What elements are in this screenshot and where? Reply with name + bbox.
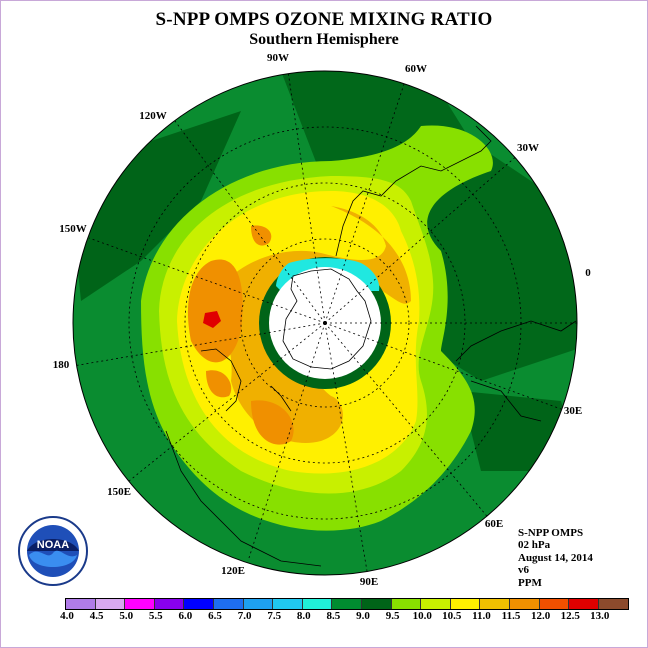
colorbar-swatch — [302, 599, 333, 609]
africa-coastline — [455, 320, 577, 422]
longitude-label-90w: 90W — [267, 52, 289, 64]
colorbar-swatch — [361, 599, 392, 609]
longitude-label-30w: 30W — [517, 142, 539, 154]
australia-coastline — [165, 348, 322, 567]
longitude-label-150e: 150E — [107, 486, 131, 498]
longitude-label-0: 0 — [585, 267, 591, 279]
colorbar-tick-label: 10.5 — [442, 610, 462, 622]
colorbar-tick-label: 4.0 — [60, 610, 74, 622]
graticule — [73, 71, 577, 572]
colorbar-swatch — [66, 599, 96, 609]
info-pressure: 02 hPa — [518, 539, 551, 552]
longitude-label-180: 180 — [53, 359, 70, 371]
colorbar-swatch — [332, 599, 362, 609]
map-boundary — [72, 70, 578, 576]
colorbar-swatch — [569, 599, 599, 609]
longitude-label-30e: 30E — [564, 405, 582, 417]
colorbar-tick-label: 9.0 — [356, 610, 370, 622]
colorbar-tick-label: 12.0 — [530, 610, 551, 622]
info-block: S-NPP OMPS 02 hPa August 14, 2014 v6 PPM — [518, 527, 593, 589]
colorbar-tick-label: 5.0 — [119, 610, 134, 622]
colorbar-swatch — [421, 599, 451, 609]
south-pole — [323, 321, 327, 325]
colorbar-swatch — [391, 599, 422, 609]
longitude-label-90e: 90E — [360, 576, 378, 588]
colorbar-tick-label: 11.0 — [472, 610, 491, 622]
longitude-label-120w: 120W — [139, 110, 167, 122]
map-subtitle: Southern Hemisphere — [249, 31, 399, 48]
colorbar-swatch — [243, 599, 274, 609]
colorbar-tick-label: 6.0 — [178, 610, 193, 622]
antarctica-coastline — [282, 268, 372, 370]
colorbar-swatch — [213, 599, 244, 609]
longitude-label-120e: 120E — [221, 565, 245, 577]
colorbar-tick-label: 6.5 — [208, 610, 222, 622]
colorbar-swatch — [154, 599, 185, 609]
colorbar-swatch — [95, 599, 126, 609]
colorbar-tick-label: 8.5 — [326, 610, 341, 622]
colorbar-swatch — [509, 599, 540, 609]
colorbar-tick-label: 4.5 — [89, 610, 104, 622]
colorbar — [65, 598, 630, 610]
info-instrument: S-NPP OMPS — [518, 527, 584, 539]
colorbar-tick-label: 13.0 — [590, 610, 610, 622]
ozone-deep-green-band — [281, 71, 577, 381]
ozone-deep-green-west — [73, 111, 241, 301]
longitude-label-150w: 150W — [59, 223, 87, 235]
colorbar-swatch — [273, 599, 303, 609]
south-america-coastline — [335, 125, 492, 257]
noaa-logo-text: NOAA — [37, 539, 69, 551]
ozone-dark-orange-spot-2 — [206, 370, 232, 398]
colorbar-swatch — [125, 599, 155, 609]
colorbar-swatch — [480, 599, 510, 609]
ozone-dark-orange-patch — [187, 259, 243, 363]
colorbar-tick-label: 5.5 — [148, 610, 163, 622]
colorbar-swatch — [450, 599, 481, 609]
longitude-labels: 90W 60W 30W 0 30E 60E 90E 120E 150E 180 150W 120W — [53, 52, 592, 588]
longitude-label-60e: 60E — [485, 518, 503, 530]
map-title: S-NPP OMPS OZONE MIXING RATIO — [155, 9, 493, 30]
colorbar-swatch — [184, 599, 214, 609]
longitude-label-60w: 60W — [405, 63, 427, 75]
ozone-red-max — [203, 311, 221, 328]
colorbar-tick-label: 7.5 — [267, 610, 282, 622]
colorbar-tick-label: 11.5 — [501, 610, 521, 622]
info-version: v6 — [518, 564, 529, 577]
ozone-dark-orange-spot-3 — [251, 400, 294, 445]
colorbar-swatch — [539, 599, 570, 609]
colorbar-tick-label: 10.0 — [412, 610, 432, 622]
colorbar-tick-label: 12.5 — [560, 610, 580, 622]
noaa-logo: NOAA — [18, 516, 88, 586]
colorbar-swatch — [598, 599, 629, 609]
colorbar-tick-label: 7.0 — [237, 610, 252, 622]
info-date: August 14, 2014 — [518, 551, 593, 564]
colorbar-ticks: 4.0 4.5 5.0 5.5 6.0 6.5 7.0 7.5 8.0 8.5 9.0 9.5 10.0… — [1, 610, 647, 624]
info-units: PPM — [518, 576, 542, 589]
colorbar-tick-label: 9.5 — [385, 610, 400, 622]
ozone-cyan-region — [276, 258, 380, 291]
colorbar-tick-label: 8.0 — [296, 610, 311, 622]
